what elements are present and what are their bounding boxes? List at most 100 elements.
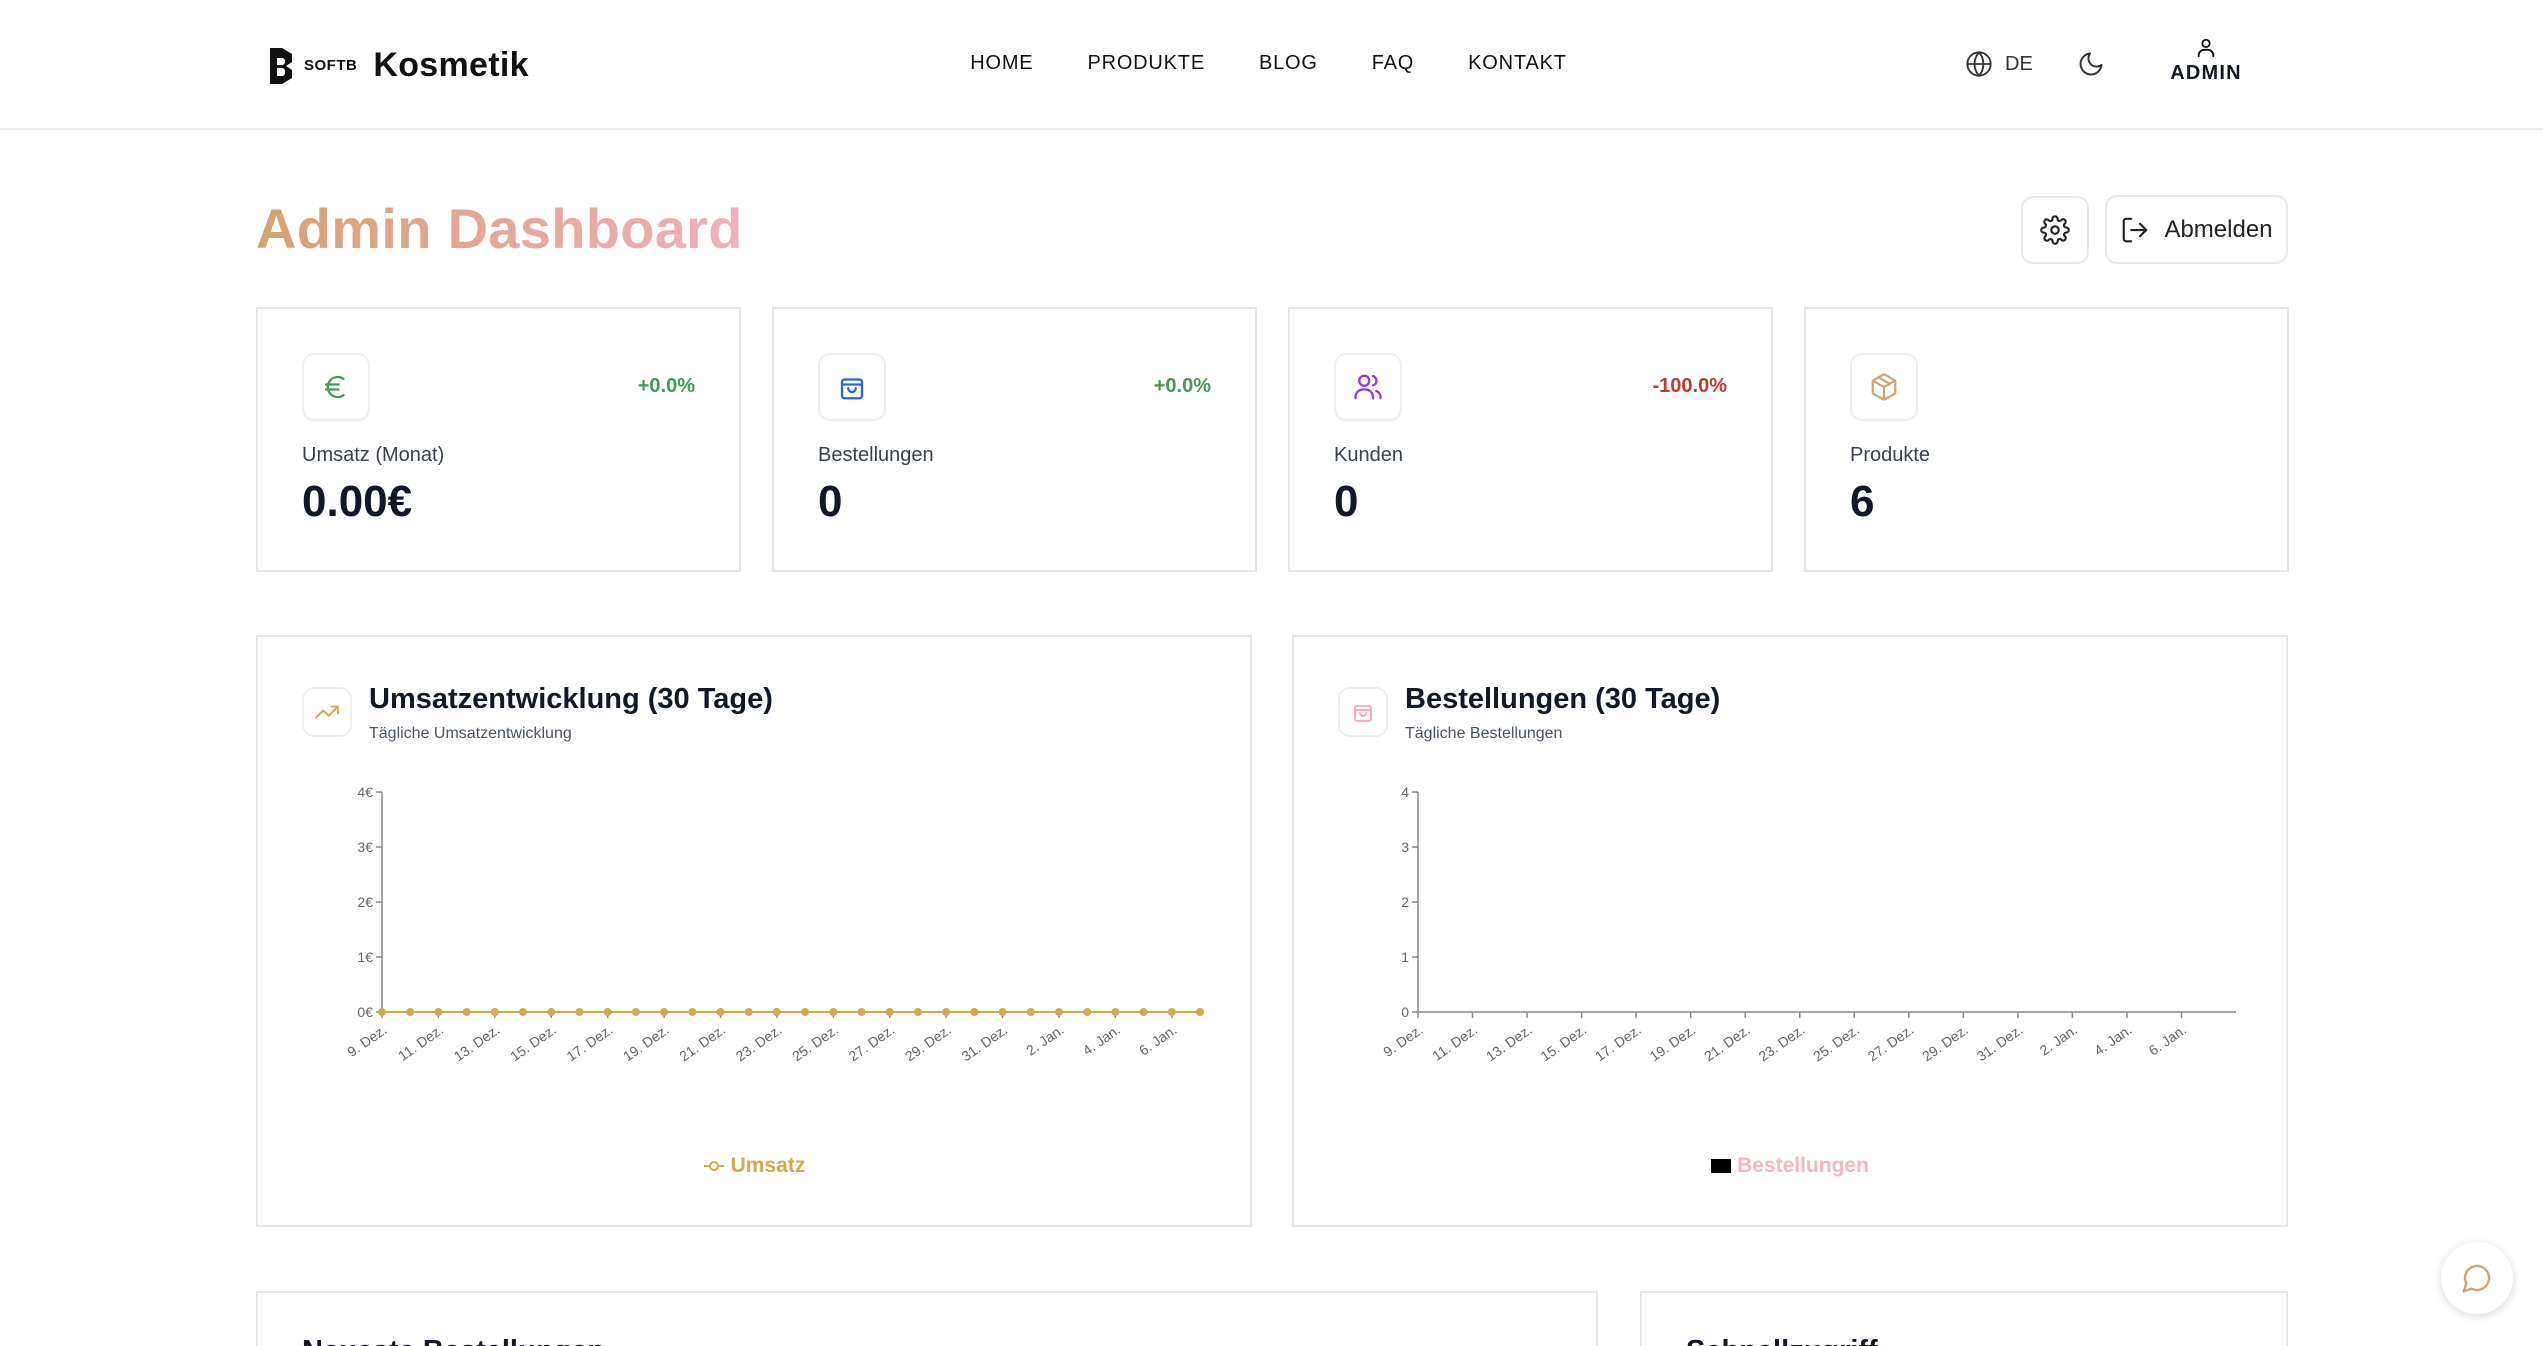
stat-change: -100.0% [1652, 375, 1728, 397]
stat-label: Kunden [1334, 444, 1403, 466]
logo-small-text: SOFTB [304, 56, 358, 74]
y-tick-label: 4 [1401, 784, 1409, 800]
logout-button[interactable]: Abmelden [2105, 195, 2288, 264]
recent-orders-card: Neueste Bestellungen [256, 1291, 1598, 1346]
moon-icon [2079, 52, 2103, 76]
stat-card-revenue: +0.0% Umsatz (Monat) 0.00€ [256, 307, 741, 572]
data-point [801, 1008, 810, 1016]
nav-produkte[interactable]: PRODUKTE [1087, 52, 1205, 74]
data-point [547, 1008, 556, 1016]
data-point [434, 1008, 443, 1016]
site-header: SOFTB Kosmetik HOME PRODUKTE BLOG FAQ KO… [0, 0, 2543, 130]
orders-chart-card: Bestellungen (30 Tage) Tägliche Bestellu… [1292, 635, 2288, 1227]
data-point [660, 1008, 669, 1016]
shopping-bag-icon [840, 378, 864, 400]
nav-faq[interactable]: FAQ [1371, 52, 1415, 74]
stat-card-orders: +0.0% Bestellungen 0 [772, 307, 1257, 572]
x-tick-label: 19. Dez. [1646, 1021, 1698, 1064]
x-tick-label: 29. Dez. [1919, 1021, 1971, 1064]
settings-button[interactable] [2021, 196, 2089, 264]
x-tick-label: 31. Dez. [1974, 1021, 2026, 1064]
theme-toggle[interactable] [2077, 50, 2107, 80]
data-point [772, 1008, 781, 1016]
data-point [829, 1008, 838, 1016]
revenue-line-chart: 0€ 1€ 2€ 3€ 4€ 9. Dez. 11. Dez. 13. Dez. 15. Dez… [344, 784, 1204, 1064]
chart-icon-box [302, 687, 352, 737]
stat-value: 6 [1850, 477, 1875, 526]
x-tick-label: 15. Dez. [1537, 1021, 1589, 1064]
quick-access-card: Schnellzugriff [1640, 1291, 2288, 1346]
data-point [603, 1008, 612, 1016]
x-tick-label: 4. Jan. [2091, 1021, 2135, 1058]
x-tick-label: 17. Dez. [563, 1021, 615, 1064]
logo-mark-icon [270, 48, 292, 84]
chart-subtitle: Tägliche Bestellungen [1405, 725, 1563, 742]
language-switcher[interactable]: DE [1965, 50, 2033, 78]
data-point [1026, 1008, 1035, 1016]
nav-blog[interactable]: BLOG [1258, 52, 1318, 74]
stat-icon-box [818, 353, 886, 421]
stat-label: Bestellungen [818, 444, 934, 466]
revenue-chart-card: Umsatzentwicklung (30 Tage) Tägliche Ums… [256, 635, 1252, 1227]
x-tick-label: 23. Dez. [733, 1021, 785, 1064]
x-tick-label: 27. Dez. [846, 1021, 898, 1064]
data-point [688, 1008, 697, 1016]
chat-button[interactable] [2441, 1242, 2513, 1314]
x-tick-label: 15. Dez. [507, 1021, 559, 1064]
trending-up-icon [315, 705, 339, 719]
section-title: Neueste Bestellungen [302, 1335, 605, 1346]
x-tick-label: 6. Jan. [2146, 1021, 2190, 1058]
data-point [998, 1008, 1007, 1016]
x-tick-label: 13. Dez. [451, 1021, 503, 1064]
y-tick-label: 3 [1401, 839, 1409, 855]
x-tick-label: 21. Dez. [676, 1021, 728, 1064]
y-tick-label: 1€ [357, 949, 373, 965]
account-menu[interactable]: ADMIN [2168, 36, 2244, 85]
x-tick-label: 2. Jan. [1023, 1021, 1067, 1058]
brand-logo[interactable]: SOFTB Kosmetik [266, 44, 529, 86]
data-point [378, 1008, 386, 1016]
data-point [631, 1008, 640, 1016]
data-point [744, 1008, 753, 1016]
data-point [885, 1008, 894, 1016]
logout-icon [2123, 217, 2148, 242]
chart-title: Bestellungen (30 Tage) [1405, 683, 1721, 715]
account-label: ADMIN [2170, 62, 2242, 84]
section-title: Schnellzugriff [1686, 1335, 1878, 1346]
y-tick-label: 3€ [357, 839, 373, 855]
x-tick-label: 21. Dez. [1701, 1021, 1753, 1064]
data-point [857, 1008, 866, 1016]
stat-value: 0 [818, 477, 843, 526]
stat-card-products: Produkte 6 [1804, 307, 2289, 572]
data-point [1196, 1008, 1204, 1016]
x-tick-label: 6. Jan. [1136, 1021, 1180, 1058]
x-tick-label: 9. Dez. [344, 1021, 390, 1060]
chart-subtitle: Tägliche Umsatzentwicklung [369, 725, 572, 742]
y-tick-label: 0 [1401, 1004, 1409, 1020]
legend-line-marker-icon [703, 1161, 724, 1171]
stat-icon-box [1334, 353, 1402, 421]
nav-kontakt[interactable]: KONTAKT [1468, 52, 1567, 74]
stat-value: 0.00€ [302, 477, 413, 526]
data-point [462, 1008, 471, 1016]
legend-label: Umsatz [730, 1154, 806, 1177]
main-nav: HOME PRODUKTE BLOG FAQ KONTAKT [0, 52, 2543, 75]
chart-icon-box [1338, 687, 1388, 737]
data-point [1083, 1008, 1092, 1016]
euro-icon [324, 375, 345, 399]
x-tick-label: 25. Dez. [789, 1021, 841, 1064]
y-tick-label: 2€ [357, 894, 373, 910]
x-tick-label: 11. Dez. [395, 1021, 446, 1063]
stat-value: 0 [1334, 477, 1359, 526]
logout-label: Abmelden [2164, 215, 2273, 243]
stat-card-customers: -100.0% Kunden 0 [1288, 307, 1773, 572]
x-tick-label: 4. Jan. [1079, 1021, 1123, 1058]
chart-title: Umsatzentwicklung (30 Tage) [369, 683, 773, 715]
data-point [490, 1008, 499, 1016]
nav-home[interactable]: HOME [970, 52, 1034, 74]
x-tick-label: 23. Dez. [1756, 1021, 1808, 1064]
stat-change: +0.0% [1153, 375, 1211, 397]
x-tick-label: 27. Dez. [1865, 1021, 1917, 1064]
stat-change: +0.0% [637, 375, 695, 397]
y-tick-label: 0€ [357, 1004, 373, 1020]
